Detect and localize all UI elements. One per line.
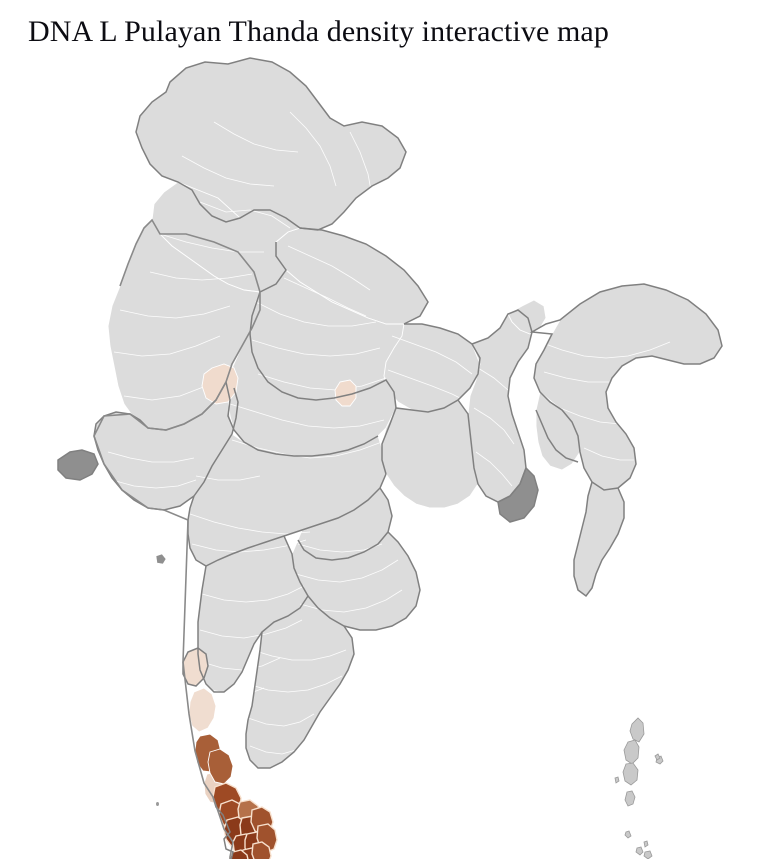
island-nicobar-c [643,840,649,848]
island-east-speck [654,753,661,761]
island-little-andaman [624,790,636,807]
map-svg[interactable] [0,52,776,859]
district-alappuzha[interactable] [229,849,249,859]
india-choropleth-map[interactable] [0,52,776,859]
island-south-andaman [622,762,639,786]
district-north-up[interactable] [334,379,357,407]
island-nicobar-a [624,830,632,839]
country-outline [93,218,261,859]
island-north-andaman [629,717,645,743]
island-middle-andaman [623,739,640,765]
island-nicobar-b [635,846,644,856]
island-west-speck [614,776,620,784]
district-diu[interactable] [155,553,167,565]
lakshadweep-island-marker[interactable] [156,802,159,806]
andaman-nicobar-islands[interactable] [614,717,664,859]
page-title: DNA L Pulayan Thanda density interactive… [28,15,609,48]
district-pathanamthitta[interactable] [251,841,272,859]
district-dakshina-kannada[interactable] [207,748,234,785]
district-boundaries [107,111,671,755]
island-nicobar-d [643,850,653,859]
